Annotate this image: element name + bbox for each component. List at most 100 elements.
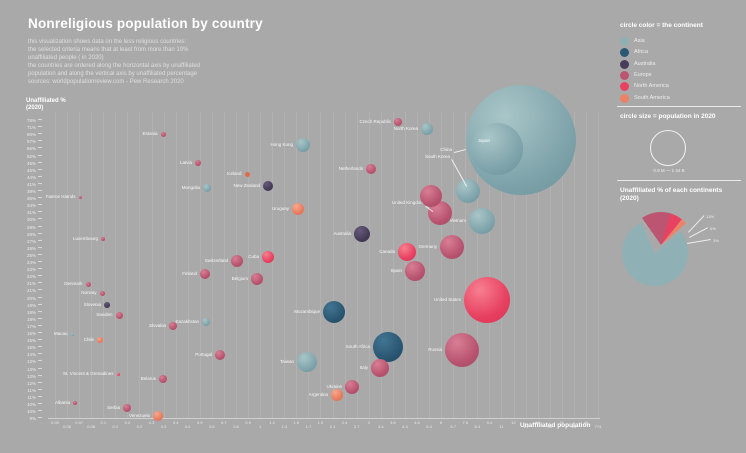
- x-axis-tick: 1.9: [317, 420, 324, 425]
- bubble-switzerland[interactable]: [231, 255, 243, 267]
- x-axis-tick: 0.07: [75, 420, 84, 425]
- x-axis-tick: 6.7: [450, 424, 456, 429]
- legend-item-label: Europe: [634, 71, 652, 78]
- gridline: [465, 112, 467, 418]
- bubble-venezuela[interactable]: [153, 411, 163, 421]
- bubble-france[interactable]: [420, 185, 442, 207]
- south_america-color-swatch: [620, 93, 629, 103]
- x-axis-tick: 6: [440, 420, 443, 425]
- bubble-label: Belgium: [231, 276, 248, 281]
- bubble-russia[interactable]: [445, 333, 479, 367]
- y-axis-tick: 60%: [27, 132, 42, 137]
- gridline: [260, 112, 262, 418]
- gridline: [561, 112, 563, 418]
- bubble-cuba[interactable]: [262, 251, 274, 263]
- bubble-canada[interactable]: [398, 243, 416, 261]
- bubble-finland[interactable]: [200, 269, 210, 279]
- x-axis-tick: 1.7: [305, 424, 312, 429]
- pie-chart-exploded-slices[interactable]: [628, 212, 694, 278]
- legend-item-label: South America: [634, 94, 670, 101]
- bubble-mongolia[interactable]: [203, 184, 211, 192]
- bubble-macau[interactable]: [70, 332, 74, 336]
- gridline: [284, 112, 286, 418]
- bubble-label: North Korea: [393, 126, 418, 131]
- y-axis-tick: 26%: [27, 246, 42, 251]
- gridline: [223, 112, 225, 418]
- bubble-label: Iceland: [226, 171, 242, 176]
- x-axis-tick: 1: [259, 424, 262, 429]
- bubble-label: Finland: [182, 271, 197, 276]
- x-axis-tick: 9.4: [486, 420, 493, 425]
- x-axis-tick: 0.3: [160, 424, 167, 429]
- x-axis-tick: 0.8: [233, 424, 239, 429]
- bubble-luxembourg[interactable]: [101, 237, 105, 241]
- bubble-new-zealand[interactable]: [263, 181, 273, 191]
- x-axis-tick: 26: [571, 424, 577, 429]
- y-axis-tick: 56%: [27, 146, 42, 151]
- bubble-label: Germany: [418, 244, 437, 249]
- bubble-taiwan[interactable]: [297, 352, 317, 372]
- panel-divider: [617, 180, 741, 181]
- x-axis-tick: 3.4: [378, 424, 384, 429]
- bubble-label: United Kingdom: [391, 200, 424, 205]
- gridline: [55, 112, 56, 418]
- y-axis-tick: 57%: [27, 139, 42, 144]
- bubble-south-africa[interactable]: [373, 332, 403, 362]
- bubble-sweden[interactable]: [115, 311, 123, 319]
- x-axis-line: [48, 418, 600, 419]
- x-axis-tick: 2.1: [329, 424, 336, 429]
- bubble-estonia[interactable]: [160, 131, 166, 137]
- gridline: [332, 112, 334, 418]
- gridline: [248, 112, 250, 418]
- gridline: [585, 112, 587, 418]
- bubble-albania[interactable]: [73, 401, 77, 405]
- bubble-label: Argentina: [308, 392, 328, 397]
- bubble-chile[interactable]: [97, 337, 103, 343]
- bubble-slovenia[interactable]: [104, 302, 110, 308]
- bubble-label: Norway: [81, 290, 97, 295]
- bubble-north-korea[interactable]: [421, 123, 433, 135]
- bubble-south-korea[interactable]: [456, 179, 480, 203]
- gridline: [344, 112, 346, 418]
- bubble-japan[interactable]: [471, 123, 523, 175]
- gridline: [537, 112, 539, 418]
- y-axis-tick: 15%: [27, 345, 42, 350]
- y-axis-tick: 24%: [27, 260, 42, 265]
- bubble-germany[interactable]: [440, 235, 464, 259]
- bubble-mozambique[interactable]: [323, 301, 345, 323]
- bubble-label: Hong Kong: [270, 142, 293, 147]
- australia-color-swatch: [620, 59, 629, 69]
- bubble-st-vincent-grenadines[interactable]: [116, 372, 120, 376]
- gridline: [392, 112, 394, 418]
- bubble-spain[interactable]: [405, 261, 425, 281]
- bubble-iceland[interactable]: [244, 171, 250, 177]
- bubble-belarus[interactable]: [159, 375, 167, 383]
- bubble-serbia[interactable]: [123, 404, 131, 412]
- x-axis-tick: 0.4: [172, 420, 179, 425]
- size-legend-circle: [650, 130, 686, 166]
- bubble-vietnam[interactable]: [469, 208, 495, 234]
- x-axis-tick: 0.5: [197, 420, 203, 425]
- bubble-australia[interactable]: [354, 226, 370, 242]
- bubble-ukraine[interactable]: [345, 380, 359, 394]
- bubble-label: Venezuela: [128, 413, 150, 418]
- bubble-denmark[interactable]: [85, 281, 91, 287]
- bubble-label: Faeroe Islands: [45, 194, 76, 199]
- bubble-hong-kong[interactable]: [296, 138, 310, 152]
- bubble-united-states[interactable]: [464, 277, 510, 323]
- bubble-argentina[interactable]: [331, 389, 343, 401]
- europe-color-swatch: [620, 70, 629, 80]
- bubble-portugal[interactable]: [215, 350, 225, 360]
- bubble-latvia[interactable]: [195, 160, 201, 166]
- x-axis-tick: 774: [594, 424, 602, 429]
- gridline: [175, 112, 177, 418]
- bubble-italy[interactable]: [371, 359, 389, 377]
- bubble-faeroe-islands[interactable]: [78, 195, 82, 199]
- bubble-belgium[interactable]: [251, 273, 263, 285]
- bubble-czech-republic[interactable]: [394, 118, 402, 126]
- bubble-kazakhstan[interactable]: [202, 318, 210, 326]
- bubble-norway[interactable]: [99, 290, 105, 296]
- bubble-netherlands[interactable]: [366, 164, 376, 174]
- bubble-uruguay[interactable]: [292, 203, 304, 215]
- bubble-slovakia[interactable]: [169, 322, 177, 330]
